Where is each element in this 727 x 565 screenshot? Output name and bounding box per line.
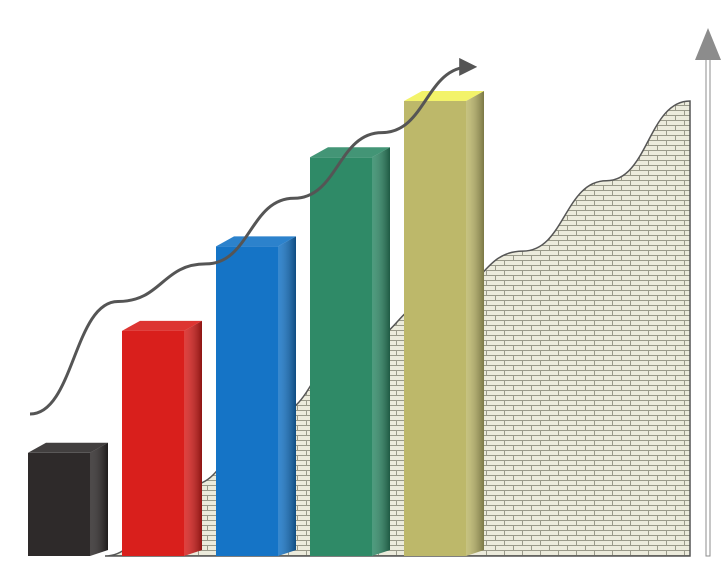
bar-front-2 — [122, 330, 184, 556]
bar-front-1 — [28, 452, 90, 556]
bar-front-3 — [216, 246, 278, 556]
bar-top-5 — [404, 90, 484, 101]
bar-side-shade-5 — [466, 90, 484, 557]
bar-3 — [216, 236, 296, 556]
bar-top-1 — [28, 442, 108, 453]
bar-side-shade-1 — [90, 442, 108, 556]
bar-top-2 — [122, 320, 202, 331]
vertical-axis-arrow-icon — [695, 28, 721, 60]
bar-front-5 — [404, 100, 466, 557]
trend-line — [29, 57, 478, 416]
bar-front-4 — [310, 157, 372, 557]
bar-side-shade-3 — [278, 236, 296, 556]
bar-top-4 — [310, 147, 390, 158]
bar-1 — [28, 442, 108, 556]
bar-side-shade-4 — [372, 147, 390, 557]
bar-top-3 — [216, 236, 296, 247]
bar-5 — [404, 90, 484, 557]
vertical-axis-line — [705, 57, 711, 557]
bar-4 — [310, 147, 390, 557]
bar-2 — [122, 320, 202, 556]
bar-side-shade-2 — [184, 320, 202, 556]
